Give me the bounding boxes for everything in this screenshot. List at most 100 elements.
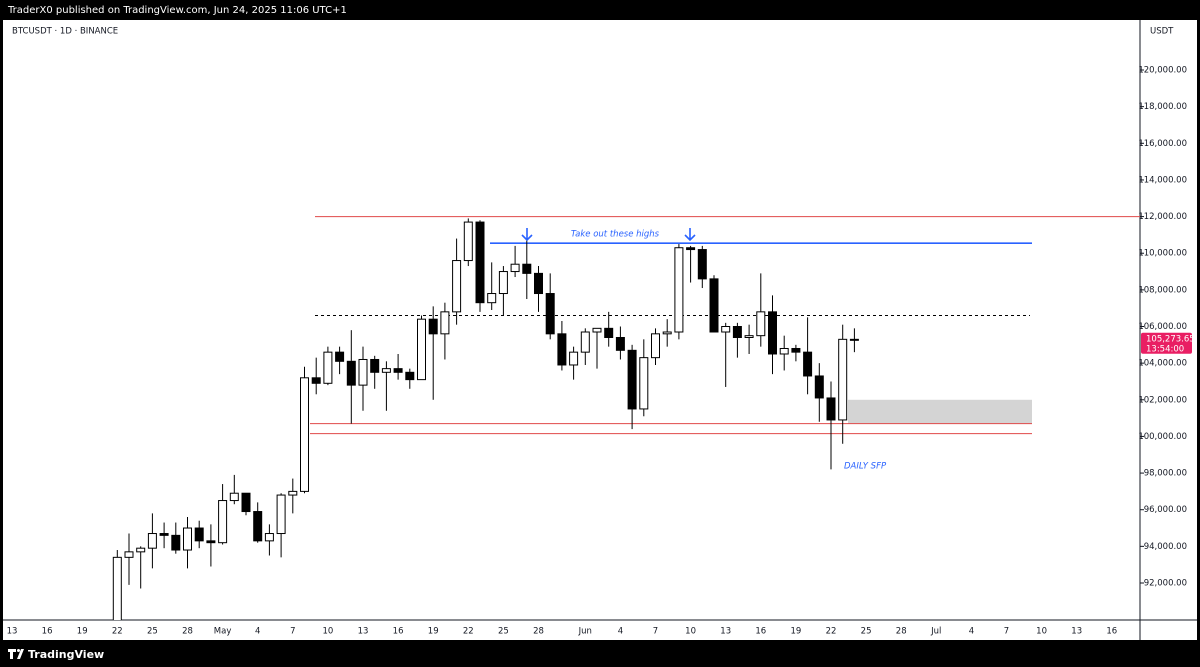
plot — [112, 216, 1140, 620]
y-tick-label: 108,000.00 — [1138, 285, 1187, 295]
candle-body — [405, 371, 415, 381]
candle-body — [463, 221, 473, 262]
x-tick-label: 7 — [653, 627, 658, 637]
x-tick-label: Jun — [578, 627, 592, 637]
candle-body — [615, 336, 625, 351]
candle-body — [124, 551, 134, 558]
x-tick-label: 16 — [42, 627, 53, 637]
x-tick-label: 22 — [826, 627, 837, 637]
candle-body — [393, 368, 403, 373]
x-tick-label: 28 — [533, 627, 544, 637]
price-label-box — [1141, 332, 1192, 354]
candle-body — [346, 360, 356, 386]
candle-body — [276, 494, 286, 535]
candle-body — [358, 358, 368, 386]
logo-mark — [8, 649, 24, 659]
x-tick-label: 4 — [969, 627, 974, 637]
candle-body — [721, 326, 731, 333]
candle-body — [452, 260, 462, 313]
candle-body — [194, 527, 204, 542]
x-tick-label: 25 — [498, 627, 509, 637]
x-tick-label: 10 — [322, 627, 333, 637]
currency-label: USDT — [1150, 27, 1174, 37]
candle-body — [651, 333, 660, 359]
x-tick-label: 4 — [255, 627, 260, 637]
y-tick-label: 112,000.00 — [1138, 212, 1187, 222]
candle-body — [662, 331, 672, 335]
x-tick-label: 4 — [618, 627, 623, 637]
candle-body — [147, 533, 157, 549]
x-tick-label: 25 — [147, 627, 158, 637]
arrow — [521, 228, 533, 242]
candle-body — [569, 351, 579, 366]
x-tick-label: 28 — [182, 627, 193, 637]
logo-dot — [17, 649, 20, 652]
x-tick-label: May — [214, 627, 232, 637]
x-tick-label: 28 — [896, 627, 907, 637]
candle-body — [300, 377, 309, 492]
candle-body — [487, 293, 497, 304]
candle-body — [206, 540, 216, 544]
candle-body — [522, 263, 532, 274]
candle-body — [440, 311, 450, 335]
candle-body — [803, 351, 813, 377]
y-tick-label: 110,000.00 — [1138, 249, 1187, 259]
candle-body — [849, 338, 859, 341]
candle-body — [709, 278, 719, 333]
price-label: 105,273.65 — [1146, 334, 1195, 344]
candle-body — [639, 357, 649, 410]
candle-body — [686, 247, 696, 251]
candle-body — [534, 272, 543, 295]
x-tick-label: 22 — [112, 627, 123, 637]
candle-body — [323, 351, 333, 384]
candle-body — [229, 492, 239, 502]
candle-body — [218, 500, 228, 544]
x-tick-label: 10 — [685, 627, 696, 637]
y-tick-label: 102,000.00 — [1138, 395, 1187, 405]
candle-body — [288, 490, 298, 496]
candle-body — [604, 327, 614, 338]
candle-body — [159, 533, 169, 536]
x-tick-label: Jul — [930, 627, 941, 637]
arrow — [684, 228, 696, 242]
candle-body — [183, 527, 192, 551]
candle-body — [370, 358, 380, 373]
candle-body — [475, 221, 485, 304]
y-tick-label: 120,000.00 — [1138, 66, 1187, 76]
candle-body — [381, 368, 391, 373]
candle-body — [756, 311, 766, 337]
y-tick-label: 118,000.00 — [1138, 102, 1187, 112]
x-tick-label: 19 — [77, 627, 88, 637]
y-tick-label: 92,000.00 — [1144, 578, 1187, 588]
candle-body — [136, 547, 146, 553]
y-tick-label: 116,000.00 — [1138, 139, 1187, 149]
footer-brand: TradingView — [28, 648, 104, 661]
candle-body — [592, 327, 602, 333]
x-tick-label: 16 — [755, 627, 766, 637]
candle-body — [311, 377, 321, 384]
candle-body — [627, 349, 637, 410]
x-tick-label: 13 — [1071, 627, 1082, 637]
candle-body — [171, 534, 181, 551]
candle-body — [732, 326, 742, 338]
candle-body — [253, 511, 263, 542]
candle-body — [545, 293, 555, 335]
header-text: TraderX0 published on TradingView.com, J… — [7, 5, 347, 16]
y-tick-label: 94,000.00 — [1144, 542, 1187, 552]
candle-body — [814, 375, 824, 399]
y-tick-label: 104,000.00 — [1138, 359, 1187, 369]
candle-body — [510, 263, 520, 273]
candle-body — [112, 556, 122, 620]
candle-body — [791, 347, 801, 353]
x-tick-label: 16 — [1106, 627, 1117, 637]
candle-body — [264, 533, 274, 542]
annotation: Take out these highs — [571, 230, 660, 240]
x-tick-label: 13 — [358, 627, 369, 637]
candle-body — [335, 351, 345, 362]
y-tick-label: 100,000.00 — [1138, 432, 1187, 442]
candle-body — [557, 333, 567, 366]
candle-body — [674, 247, 684, 333]
candle-body — [428, 318, 438, 335]
footer-logo — [8, 649, 24, 659]
